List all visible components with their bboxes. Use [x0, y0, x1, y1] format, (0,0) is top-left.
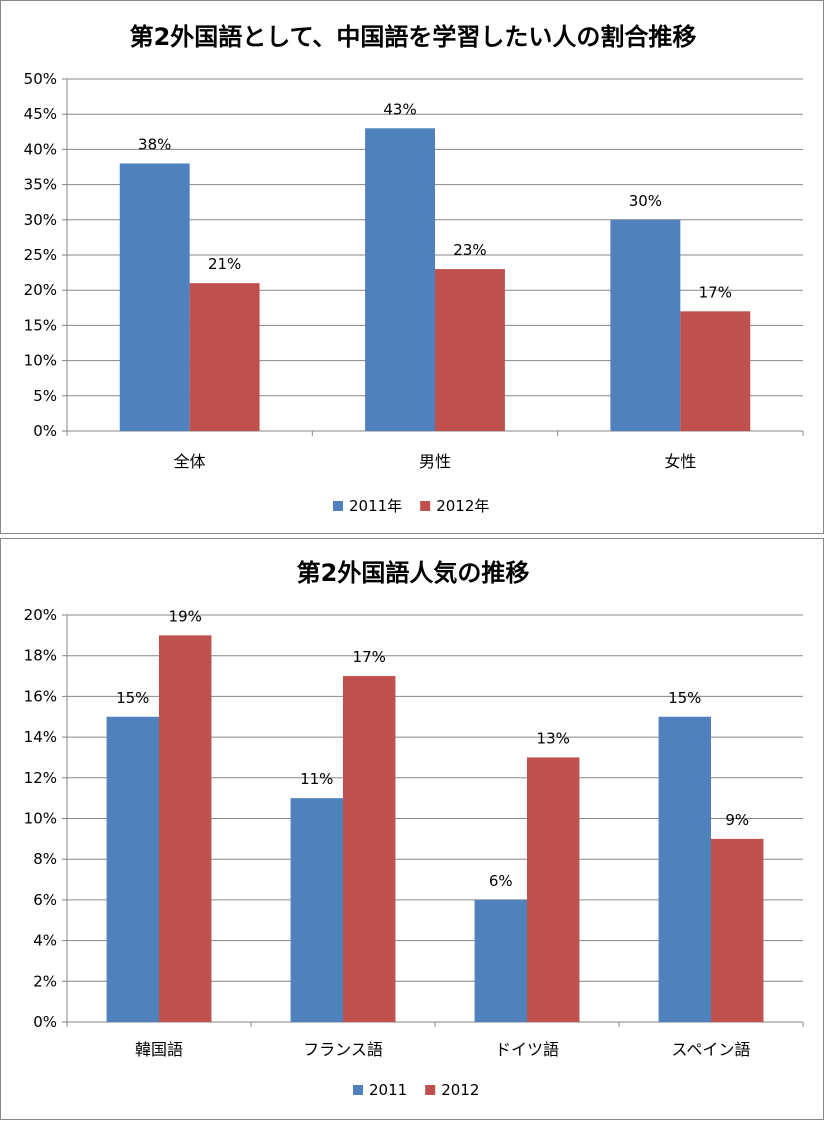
legend-label: 2011年 — [349, 497, 402, 515]
data-label: 13% — [537, 729, 570, 747]
data-label: 23% — [453, 241, 486, 259]
y-tick-label: 35% — [24, 176, 57, 194]
chart-1: 第2外国語として、中国語を学習したい人の割合推移 0% 5% 10% 15% 20% 25… — [24, 23, 804, 515]
data-label: 38% — [138, 135, 171, 153]
bar — [365, 128, 435, 431]
y-tick-label: 30% — [24, 211, 57, 229]
data-label: 6% — [489, 872, 513, 890]
data-label: 19% — [169, 607, 202, 625]
bar — [474, 899, 527, 1022]
y-tick-label: 50% — [24, 70, 57, 88]
y-tick-label: 40% — [24, 140, 57, 158]
chart-title: 第2外国語として、中国語を学習したい人の割合推移 — [130, 23, 697, 51]
y-tick-label: 12% — [24, 769, 57, 787]
legend-label: 2012 — [441, 1081, 479, 1099]
x-tick-label: 全体 — [174, 452, 206, 471]
legend-swatch — [420, 501, 431, 511]
bar — [343, 676, 396, 1022]
x-tick-label: 女性 — [664, 452, 696, 471]
y-tick-label: 25% — [24, 246, 57, 264]
y-tick-label: 10% — [24, 810, 57, 828]
y-tick-label: 4% — [33, 932, 57, 950]
chart-panel-2: 第2外国語人気の推移 0% 2% 4% 6% 8% 10% 12% 14% 16% 18% 20% 1… — [0, 538, 824, 1120]
y-tick-label: 5% — [33, 387, 57, 405]
y-tick-label: 20% — [24, 606, 57, 624]
data-label: 9% — [725, 811, 749, 829]
x-tick-label: ドイツ語 — [495, 1040, 559, 1059]
data-label: 17% — [699, 283, 732, 301]
chart-2: 第2外国語人気の推移 0% 2% 4% 6% 8% 10% 12% 14% 16% 18% 20% 1… — [24, 559, 804, 1099]
data-label: 15% — [116, 689, 149, 707]
bar — [290, 798, 343, 1022]
y-tick-label: 10% — [24, 352, 57, 370]
bar — [435, 269, 505, 431]
chart-panel-1: 第2外国語として、中国語を学習したい人の割合推移 0% 5% 10% 15% 20% 25… — [0, 0, 824, 534]
y-tick-label: 20% — [24, 281, 57, 299]
bar — [680, 311, 751, 431]
y-tick-label: 8% — [33, 850, 57, 868]
legend-swatch — [353, 1085, 363, 1095]
legend-swatch — [333, 501, 343, 511]
legend-label: 2012年 — [436, 497, 489, 515]
y-tick-label: 16% — [24, 687, 57, 705]
y-tick-label: 6% — [33, 891, 57, 909]
bar — [658, 716, 711, 1022]
bar — [159, 635, 212, 1022]
y-tick-label: 45% — [24, 105, 57, 123]
y-tick-label: 14% — [24, 728, 57, 746]
bar — [527, 757, 580, 1022]
bar — [119, 163, 190, 432]
bar — [610, 219, 681, 431]
y-tick-label: 18% — [24, 647, 57, 665]
bar — [189, 283, 260, 431]
data-label: 15% — [668, 689, 701, 707]
y-tick-label: 2% — [33, 972, 57, 990]
x-tick-label: フランス語 — [303, 1040, 383, 1059]
x-tick-label: 韓国語 — [135, 1040, 183, 1059]
data-label: 17% — [353, 648, 386, 666]
x-tick-label: 男性 — [419, 452, 451, 471]
chart-title: 第2外国語人気の推移 — [297, 559, 530, 587]
data-label: 11% — [300, 770, 333, 788]
y-tick-label: 15% — [24, 316, 57, 334]
y-tick-label: 0% — [33, 422, 57, 440]
data-label: 30% — [629, 192, 662, 210]
y-tick-label: 0% — [33, 1013, 57, 1031]
x-tick-label: スペイン語 — [672, 1040, 751, 1059]
data-label: 43% — [383, 100, 416, 118]
bar — [711, 838, 764, 1022]
legend-label: 2011 — [369, 1081, 407, 1099]
legend-swatch — [425, 1085, 436, 1095]
data-label: 21% — [208, 255, 241, 273]
bar — [106, 716, 159, 1022]
